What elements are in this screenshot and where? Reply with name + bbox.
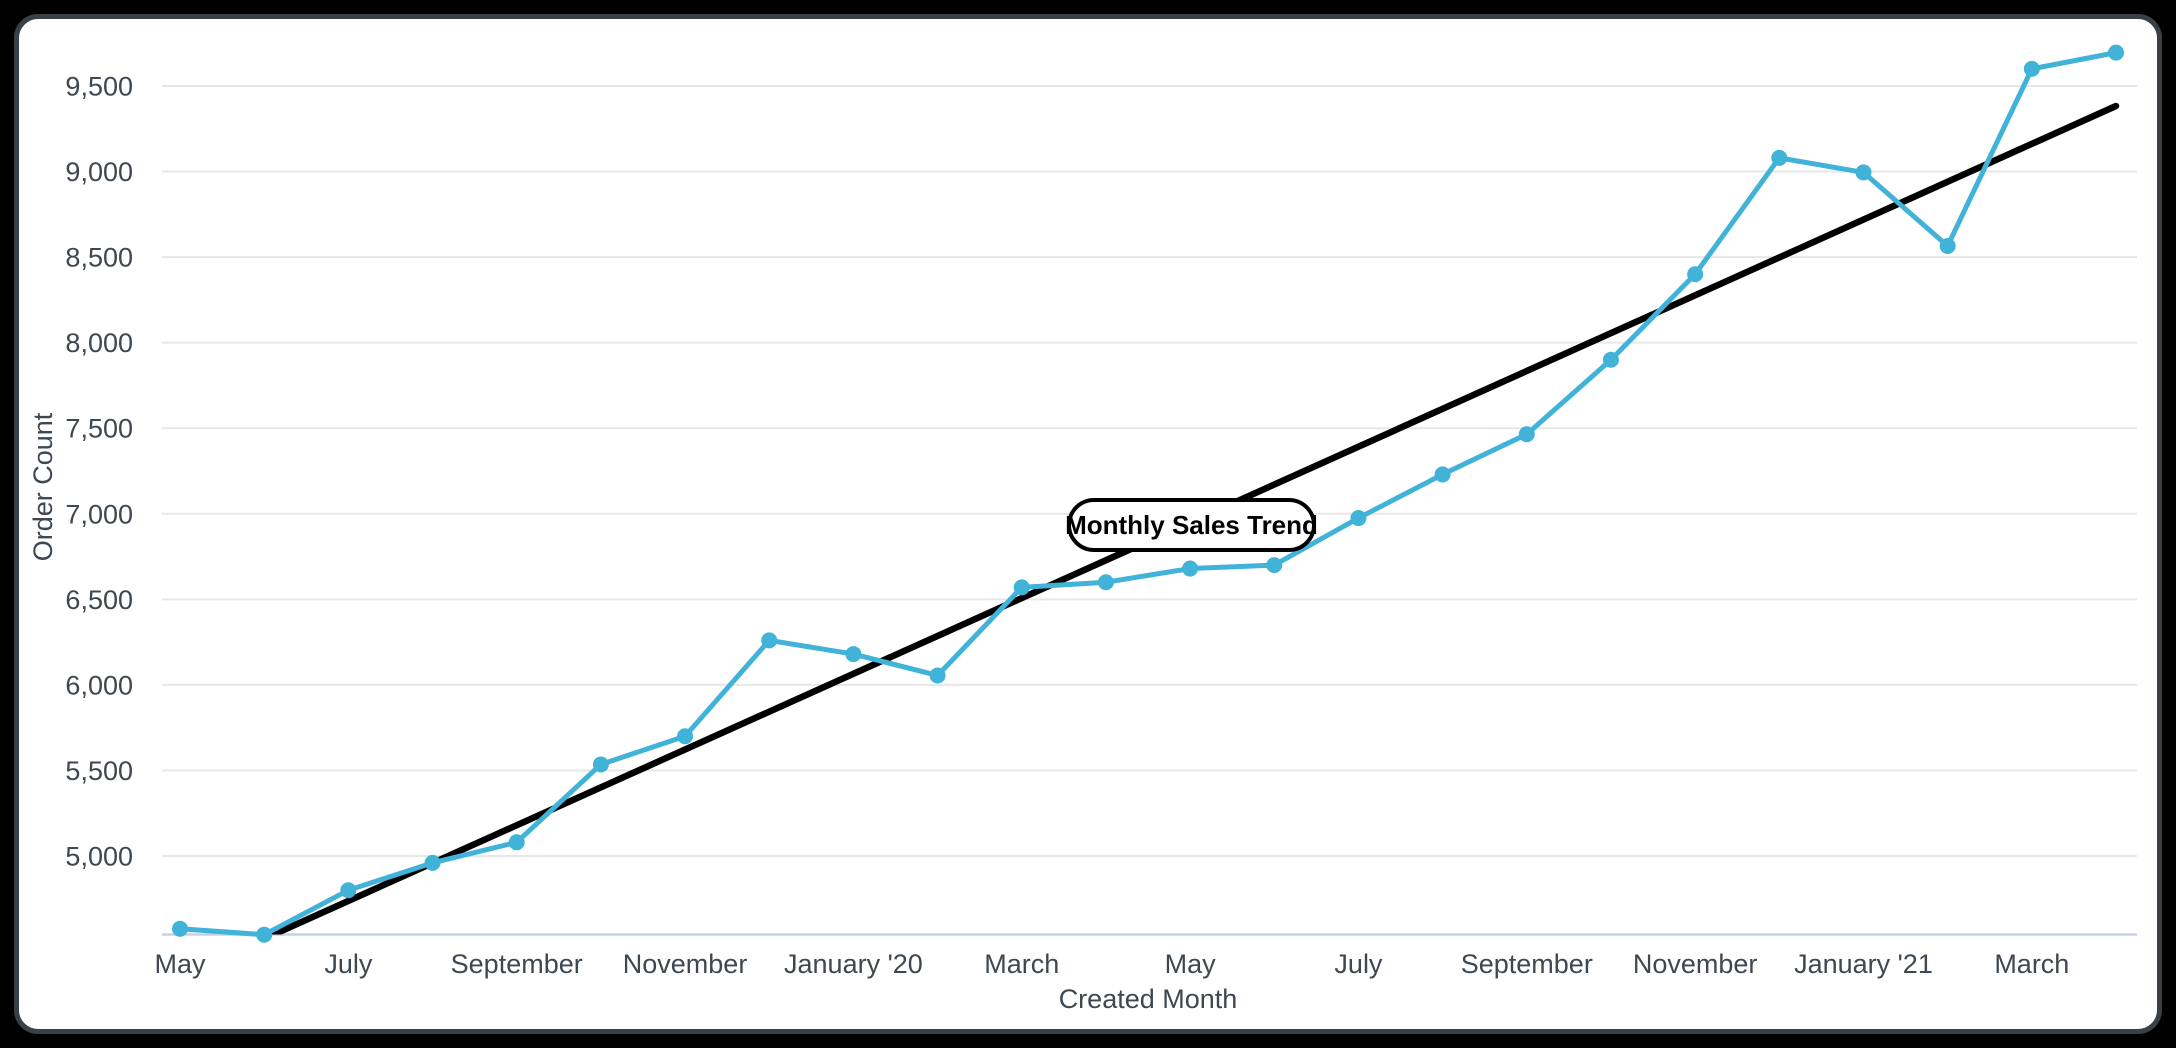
y-tick-label: 9,000 (65, 157, 133, 187)
data-point-marker[interactable] (2023, 60, 2040, 77)
data-point-marker[interactable] (761, 632, 778, 649)
data-point-marker[interactable] (1602, 351, 1619, 368)
trendline-label-text: Monthly Sales Trend (1065, 510, 1318, 540)
data-point-marker[interactable] (1518, 426, 1535, 443)
x-tick-label: September (451, 949, 583, 979)
y-tick-label: 8,500 (65, 243, 133, 273)
data-point-marker[interactable] (1687, 266, 1704, 283)
data-point-marker[interactable] (1013, 579, 1030, 596)
data-point-marker[interactable] (508, 834, 525, 851)
data-point-marker[interactable] (172, 920, 188, 937)
y-tick-label: 8,000 (65, 328, 133, 358)
x-tick-label: July (324, 949, 373, 979)
data-point-marker[interactable] (1350, 510, 1367, 527)
data-point-marker[interactable] (1771, 149, 1788, 166)
series-markers (172, 44, 2124, 943)
data-point-marker[interactable] (2108, 44, 2124, 61)
x-axis-title: Created Month (1059, 984, 1238, 1014)
data-point-marker[interactable] (424, 854, 441, 871)
y-tick-label: 6,000 (65, 670, 133, 700)
x-tick-label: January '21 (1794, 949, 1933, 979)
x-tick-label: July (1334, 949, 1383, 979)
x-tick-label: November (1633, 949, 1758, 979)
data-point-marker[interactable] (1939, 237, 1956, 254)
gridlines (162, 85, 2137, 857)
data-point-marker[interactable] (677, 728, 694, 745)
y-tick-label: 7,000 (65, 499, 133, 529)
trendline-label: Monthly Sales Trend (1065, 498, 1318, 552)
y-tick-label: 5,000 (65, 842, 133, 872)
data-point-marker[interactable] (256, 926, 273, 943)
y-tick-label: 6,500 (65, 585, 133, 615)
trendline-label-pill (1067, 498, 1316, 552)
x-tick-label: November (623, 949, 748, 979)
y-tick-label: 7,500 (65, 414, 133, 444)
y-axis-tick-labels: 5,000 5,500 6,000 6,500 7,000 7,500 8,000 8,500… (65, 72, 133, 872)
y-tick-label: 9,500 (65, 72, 133, 102)
data-point-marker[interactable] (1434, 466, 1451, 483)
data-point-marker[interactable] (1097, 574, 1114, 591)
series-line[interactable] (177, 50, 2119, 938)
y-tick-label: 5,500 (65, 756, 133, 786)
x-tick-label: May (154, 949, 206, 979)
x-tick-label: September (1461, 949, 1593, 979)
data-point-marker[interactable] (1855, 164, 1872, 181)
data-point-marker[interactable] (1182, 560, 1199, 577)
x-tick-label: March (1994, 949, 2069, 979)
x-tick-label: March (984, 949, 1059, 979)
x-axis-tick-labels: May July September November January '20 March… (154, 949, 2069, 979)
x-tick-label: January '20 (784, 949, 923, 979)
data-point-marker[interactable] (592, 756, 609, 773)
data-point-marker[interactable] (929, 667, 946, 684)
data-point-marker[interactable] (1266, 557, 1283, 574)
y-axis-title: Order Count (28, 412, 58, 561)
data-point-marker[interactable] (340, 882, 357, 899)
x-tick-label: May (1165, 949, 1217, 979)
data-point-marker[interactable] (845, 646, 862, 663)
